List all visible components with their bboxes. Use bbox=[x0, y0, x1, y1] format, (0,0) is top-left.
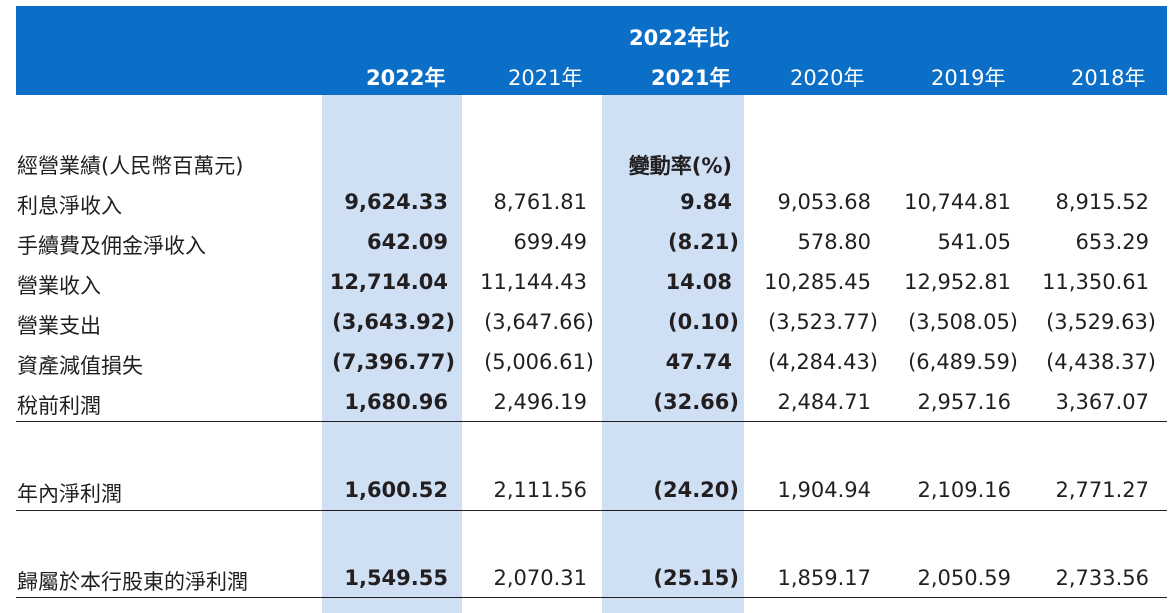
cell-value: 11,350.61 bbox=[1042, 270, 1149, 294]
cell-value: (3,508.05) bbox=[908, 310, 1018, 334]
cell-value: 11,144.43 bbox=[480, 270, 587, 294]
cell-value: 8,761.81 bbox=[493, 190, 587, 214]
cell-value: (4,284.43) bbox=[768, 350, 878, 374]
cell-value: 10,285.45 bbox=[764, 270, 871, 294]
highlight-column-change bbox=[602, 95, 744, 613]
cell-value: 3,367.07 bbox=[1055, 390, 1149, 414]
cell-value: 653.29 bbox=[1075, 230, 1149, 254]
row-divider bbox=[16, 421, 1167, 422]
cell-value: 2,070.31 bbox=[493, 566, 587, 590]
row-label: 利息淨收入 bbox=[17, 194, 122, 218]
cell-value: (3,643.92) bbox=[332, 310, 455, 334]
cell-value: 2,733.56 bbox=[1055, 566, 1149, 590]
cell-value: 578.80 bbox=[797, 230, 871, 254]
cell-value: 47.74 bbox=[665, 350, 732, 374]
cell-value: 1,859.17 bbox=[777, 566, 871, 590]
cell-value: 12,952.81 bbox=[904, 270, 1011, 294]
cell-value: 699.49 bbox=[513, 230, 587, 254]
highlight-column-2022 bbox=[322, 95, 462, 613]
header-col-2020: 2020年 bbox=[790, 66, 865, 90]
cell-value: (5,006.61) bbox=[484, 350, 594, 374]
row-label: 營業支出 bbox=[17, 314, 101, 338]
cell-value: (32.66) bbox=[653, 390, 739, 414]
cell-value: (3,529.63) bbox=[1046, 310, 1156, 334]
cell-value: 10,744.81 bbox=[904, 190, 1011, 214]
cell-value: 1,680.96 bbox=[344, 390, 448, 414]
cell-value: 2,496.19 bbox=[493, 390, 587, 414]
cell-value: 9,053.68 bbox=[777, 190, 871, 214]
cell-value: 2,484.71 bbox=[777, 390, 871, 414]
row-divider bbox=[16, 510, 1167, 511]
header-compare-title: 2022年比 bbox=[629, 26, 730, 50]
cell-value: (24.20) bbox=[653, 478, 739, 502]
table-header-band bbox=[16, 6, 1167, 95]
cell-value: 9,624.33 bbox=[344, 190, 448, 214]
cell-value: 9.84 bbox=[680, 190, 732, 214]
cell-value: (0.10) bbox=[667, 310, 739, 334]
cell-value: 2,771.27 bbox=[1055, 478, 1149, 502]
cell-value: 2,050.59 bbox=[917, 566, 1011, 590]
cell-value: (4,438.37) bbox=[1046, 350, 1156, 374]
header-col-2022: 2022年 bbox=[366, 66, 446, 90]
cell-value: 2,111.56 bbox=[493, 478, 587, 502]
change-label: 變動率(%) bbox=[628, 154, 732, 178]
row-label: 營業收入 bbox=[17, 274, 101, 298]
cell-value: (7,396.77) bbox=[332, 350, 455, 374]
row-label: 年內淨利潤 bbox=[17, 482, 122, 506]
row-divider bbox=[16, 597, 1167, 598]
header-col-2021-compare: 2021年 bbox=[651, 66, 731, 90]
cell-value: (6,489.59) bbox=[908, 350, 1018, 374]
cell-value: 8,915.52 bbox=[1055, 190, 1149, 214]
cell-value: 2,109.16 bbox=[917, 478, 1011, 502]
row-label: 歸屬於本行股東的淨利潤 bbox=[17, 570, 248, 594]
section-title: 經營業績(人民幣百萬元) bbox=[17, 154, 244, 178]
cell-value: 1,600.52 bbox=[344, 478, 448, 502]
cell-value: (3,647.66) bbox=[484, 310, 594, 334]
header-col-2021: 2021年 bbox=[508, 66, 583, 90]
cell-value: (8.21) bbox=[667, 230, 739, 254]
cell-value: (3,523.77) bbox=[768, 310, 878, 334]
cell-value: 642.09 bbox=[366, 230, 448, 254]
cell-value: 1,904.94 bbox=[777, 478, 871, 502]
row-label: 稅前利潤 bbox=[17, 394, 101, 418]
cell-value: 14.08 bbox=[665, 270, 732, 294]
cell-value: 2,957.16 bbox=[917, 390, 1011, 414]
cell-value: 541.05 bbox=[937, 230, 1011, 254]
cell-value: (25.15) bbox=[653, 566, 739, 590]
header-col-2018: 2018年 bbox=[1071, 66, 1146, 90]
cell-value: 12,714.04 bbox=[329, 270, 448, 294]
row-label: 手續費及佣金淨收入 bbox=[17, 234, 206, 258]
header-col-2019: 2019年 bbox=[931, 66, 1006, 90]
row-label: 資產減值損失 bbox=[17, 354, 143, 378]
cell-value: 1,549.55 bbox=[344, 566, 448, 590]
